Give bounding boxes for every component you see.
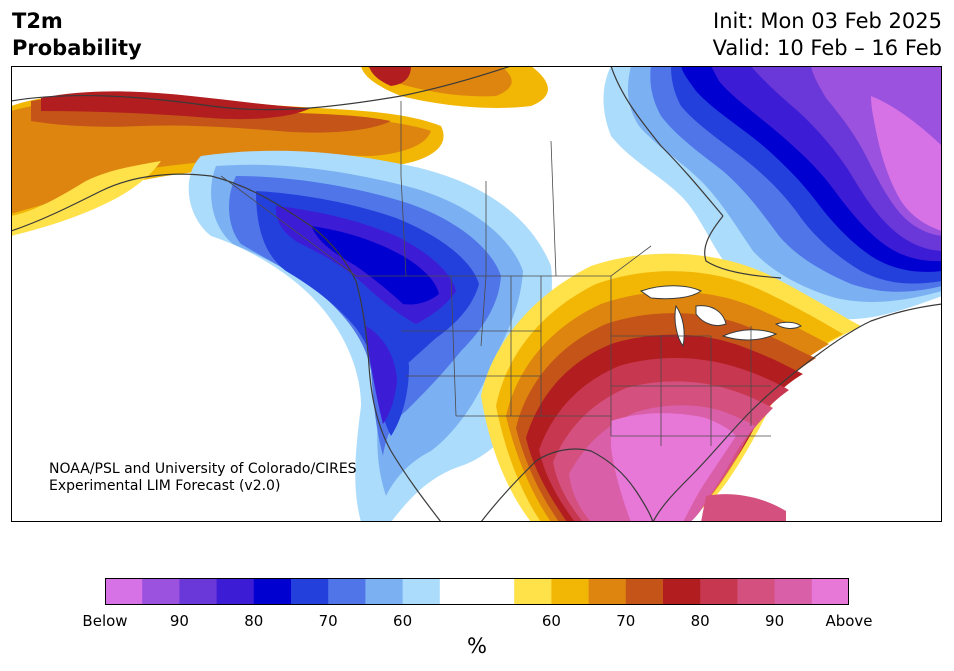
credit-line-2: Experimental LIM Forecast (v2.0)	[49, 478, 281, 494]
eastern-canada-cold-region	[603, 66, 942, 320]
colorbar-tick-label: 70	[616, 612, 636, 630]
colorbar-swatch	[737, 578, 776, 605]
map-frame	[11, 66, 942, 522]
colorbar	[105, 578, 849, 605]
variable-label: T2m	[12, 9, 63, 33]
colorbar-tick-label: Below	[82, 612, 128, 630]
colorbar-swatch	[551, 578, 590, 605]
colorbar-frame	[105, 578, 849, 605]
colorbar-unit: %	[467, 634, 487, 658]
colorbar-swatch	[253, 578, 292, 605]
colorbar-tick-label: 60	[393, 612, 413, 630]
colorbar-tick-label: Above	[825, 612, 873, 630]
colorbar-swatch	[588, 578, 627, 605]
colorbar-swatch	[811, 578, 849, 605]
colorbar-swatch	[216, 578, 255, 605]
credit-text: NOAA/PSL and University of Colorado/CIRE…	[49, 461, 357, 495]
colorbar-swatch	[291, 578, 329, 605]
valid-range: Valid: 10 Feb – 16 Feb	[712, 36, 942, 60]
map-title: T2m Probability	[12, 8, 142, 62]
colorbar-swatch	[439, 578, 478, 605]
init-date: Init: Mon 03 Feb 2025	[713, 9, 942, 33]
colorbar-swatch	[179, 578, 218, 605]
forecast-dates: Init: Mon 03 Feb 2025 Valid: 10 Feb – 16…	[713, 8, 942, 62]
eastern-us-warm-region	[481, 253, 861, 522]
western-cold-region	[188, 150, 552, 522]
state-borders	[220, 101, 771, 446]
colorbar-swatch	[402, 578, 441, 605]
colorbar-swatch	[625, 578, 664, 605]
colorbar-tick-label: 70	[318, 612, 338, 630]
colorbar-swatch	[105, 578, 143, 605]
great-lakes	[639, 285, 802, 348]
product-label: Probability	[12, 36, 142, 60]
colorbar-swatch	[514, 578, 552, 605]
colorbar-swatch	[663, 578, 701, 605]
credit-line-1: NOAA/PSL and University of Colorado/CIRE…	[49, 461, 357, 477]
colorbar-swatch	[477, 578, 515, 605]
boundaries	[11, 66, 942, 522]
colorbar-tick-label: 60	[541, 612, 561, 630]
colorbar-tick-label: 80	[690, 612, 710, 630]
colorbar-swatch	[328, 578, 366, 605]
colorbar-tick-label: 90	[169, 612, 189, 630]
colorbar-swatch	[700, 578, 738, 605]
colorbar-swatch	[142, 578, 180, 605]
colorbar-tick-label: 80	[244, 612, 264, 630]
probability-map	[11, 66, 942, 522]
colorbar-tick-label: 90	[765, 612, 785, 630]
colorbar-swatch	[365, 578, 404, 605]
colorbar-swatch	[774, 578, 813, 605]
